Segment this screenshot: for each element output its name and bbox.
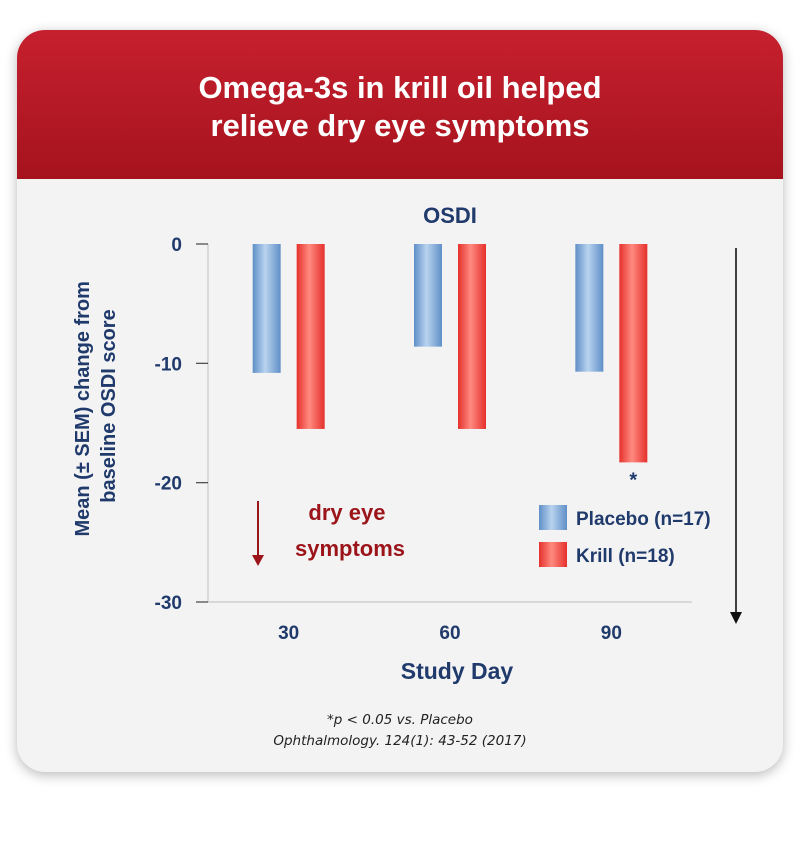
chart-title: OSDI <box>423 203 477 228</box>
y-tick-label: 0 <box>171 235 182 256</box>
y-tick-label: -10 <box>155 354 182 375</box>
header-title: Omega-3s in krill oil helped relieve dry… <box>198 70 602 143</box>
legend-label-placebo: Placebo (n=17) <box>576 509 711 530</box>
chart-legend: Placebo (n=17) Krill (n=18) <box>539 505 711 567</box>
x-axis-label: Study Day <box>401 658 514 684</box>
legend-swatch-placebo <box>539 505 567 530</box>
header-banner: Omega-3s in krill oil helped relieve dry… <box>17 30 783 179</box>
bar-placebo-day-90 <box>575 244 604 372</box>
chart-bars <box>252 244 648 463</box>
legend-label-krill: Krill (n=18) <box>576 546 675 567</box>
infographic-card: Omega-3s in krill oil helped relieve dry… <box>17 30 783 772</box>
legend-swatch-krill <box>539 542 567 567</box>
significance-marker: * <box>629 469 637 491</box>
y-axis-ticks: 0 -10 -20 -30 <box>155 235 208 614</box>
citation-footnote: Ophthalmology. 124(1): 43-52 (2017) <box>273 733 527 749</box>
chart-axes <box>207 244 692 603</box>
down-arrow-icon <box>252 555 264 566</box>
down-arrow-icon <box>730 612 742 624</box>
x-tick-label: 60 <box>439 623 460 644</box>
bar-krill-day-60 <box>458 244 486 429</box>
x-tick-label: 30 <box>278 623 299 644</box>
x-tick-label: 90 <box>601 623 622 644</box>
bar-krill-day-30 <box>296 244 325 429</box>
symptom-direction-label: dry eye symptoms <box>295 500 405 561</box>
symptom-direction-annotation: dry eye symptoms <box>252 500 405 566</box>
right-direction-arrow <box>730 248 742 624</box>
x-axis-ticks: 30 60 90 <box>278 623 622 644</box>
bar-placebo-day-60 <box>414 244 442 347</box>
bar-placebo-day-30 <box>252 244 281 373</box>
y-axis-label: Mean (± SEM) change from baseline OSDI s… <box>72 275 120 536</box>
bar-krill-day-90 <box>619 244 648 463</box>
significance-footnote: *p < 0.05 vs. Placebo <box>327 712 473 728</box>
y-tick-label: -30 <box>155 593 182 614</box>
y-tick-label: -20 <box>155 474 182 495</box>
